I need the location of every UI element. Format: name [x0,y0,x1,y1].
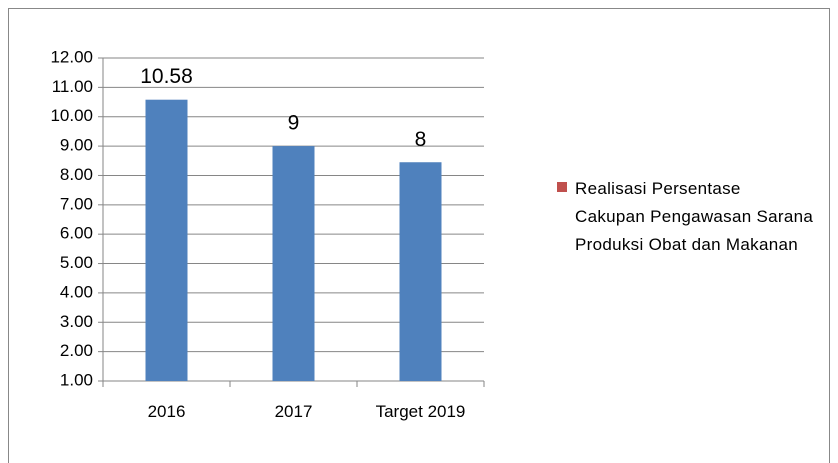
x-tick-label: 2016 [147,402,186,421]
legend-label: Realisasi Persentase Cakupan Pengawasan … [575,179,814,254]
y-tick-label: 9.00 [60,136,93,155]
y-tick-label: 7.00 [60,194,93,213]
y-tick-label: 6.00 [60,224,93,243]
chart-border [8,8,830,463]
bar [145,99,188,382]
y-tick-label: 3.00 [60,312,93,331]
data-label: 10.58 [140,65,193,88]
y-tick-label: 5.00 [60,253,93,272]
legend-swatch [557,182,567,192]
data-label: 8 [415,128,427,151]
x-tick-label: 2017 [274,402,313,421]
bar [272,146,315,381]
y-tick-label: 4.00 [60,282,93,301]
bar [399,162,442,381]
y-tick-label: 2.00 [60,341,93,360]
y-tick-label: 1.00 [60,370,93,389]
y-tick-label: 11.00 [52,77,93,96]
y-tick-label: 12.00 [50,47,93,66]
y-tick-label: 8.00 [60,165,93,184]
y-tick-label: 10.00 [50,106,93,125]
x-tick-label: Target 2019 [375,402,466,421]
data-label: 9 [288,112,300,135]
